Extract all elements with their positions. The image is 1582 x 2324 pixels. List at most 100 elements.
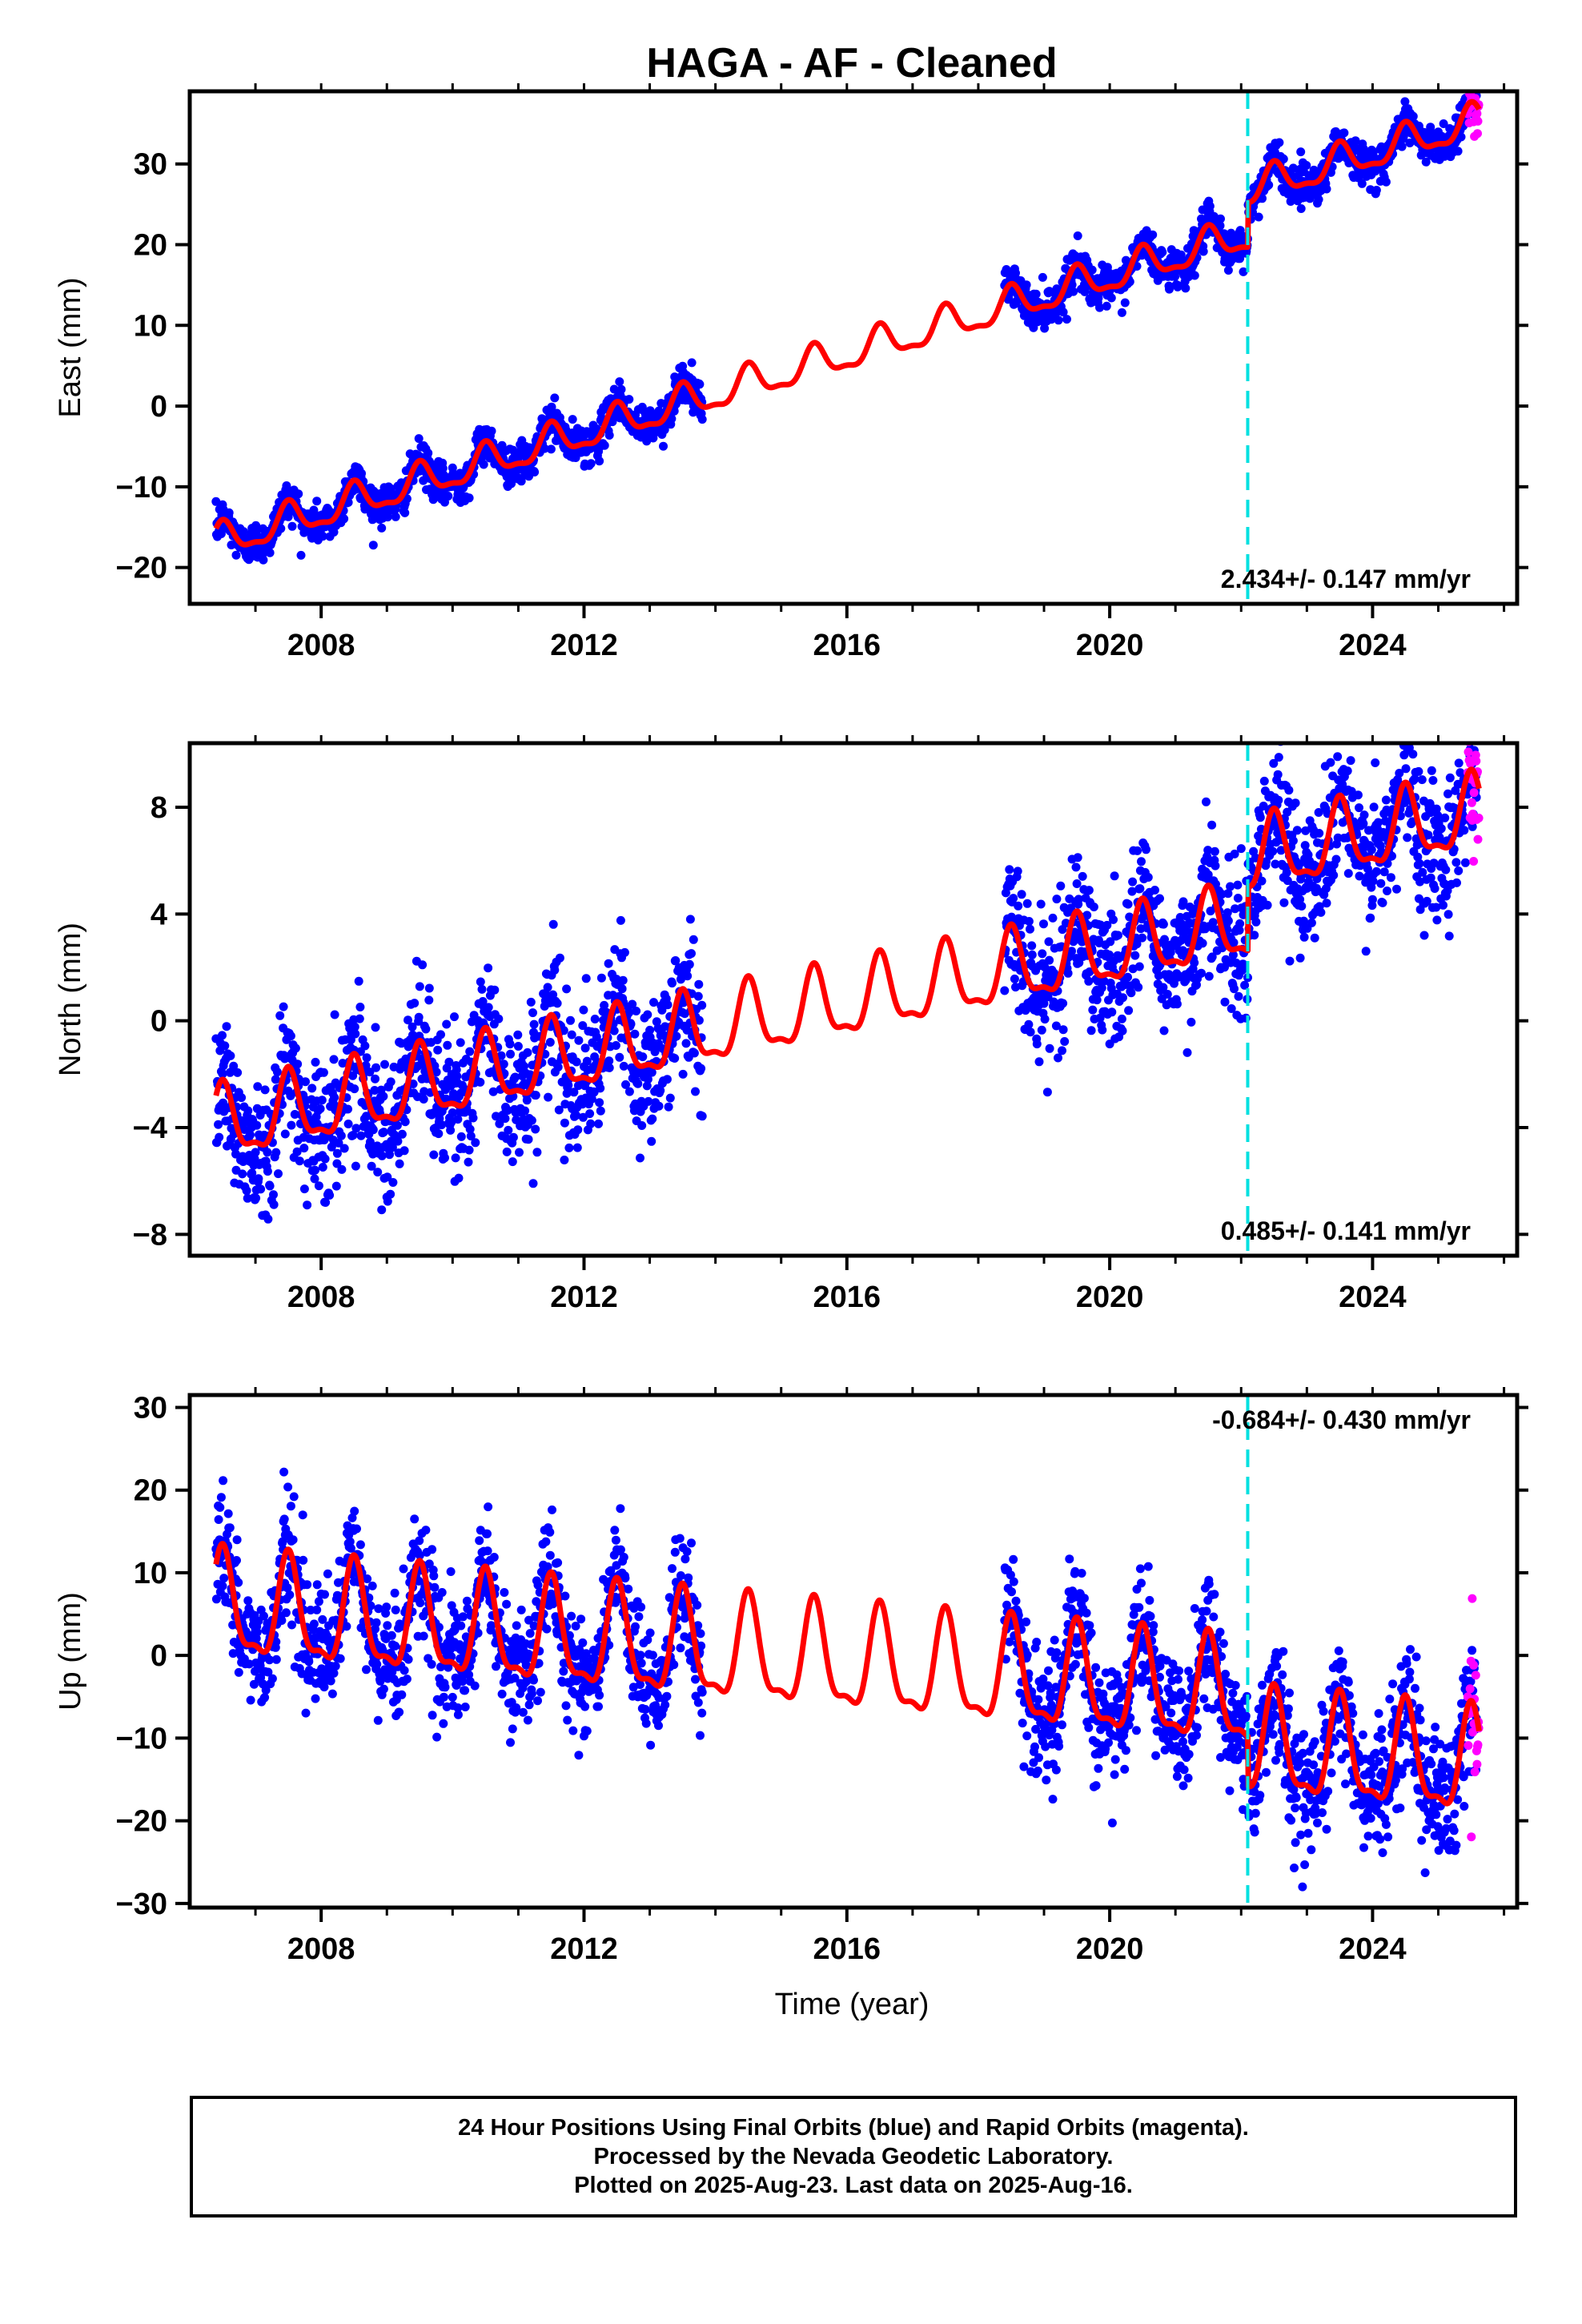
north-final-point (1158, 919, 1168, 929)
east-final-point (1351, 136, 1360, 146)
north-final-point (1142, 845, 1150, 854)
north-final-point (447, 1117, 456, 1127)
north-final-point (643, 1075, 652, 1084)
east-final-point (309, 505, 319, 515)
north-final-point (494, 1014, 504, 1023)
north-final-point (1316, 907, 1326, 917)
north-rapid-point (1472, 756, 1481, 766)
north-final-point (550, 965, 560, 975)
north-final-point (595, 1098, 604, 1108)
north-final-point (1088, 1005, 1098, 1015)
north-final-point (1439, 900, 1447, 910)
east-final-point (296, 550, 306, 560)
north-final-point (1231, 959, 1241, 967)
up-final-point (283, 1583, 292, 1593)
north-final-point (260, 1085, 270, 1095)
north-final-point (1162, 990, 1172, 999)
up-final-point (304, 1657, 314, 1667)
north-final-point (1126, 988, 1136, 998)
north-final-point (1048, 913, 1058, 923)
north-final-point (1058, 1025, 1068, 1035)
north-final-point (1175, 913, 1185, 922)
north-final-point (395, 1159, 404, 1168)
north-final-point (1343, 869, 1353, 879)
north-final-point (633, 1079, 643, 1088)
north-final-point (647, 1068, 656, 1077)
north-final-point (1067, 947, 1076, 956)
east-final-point (1397, 142, 1407, 151)
north-rapid-point (1467, 798, 1476, 807)
north-final-point (1299, 916, 1308, 926)
north-final-point (286, 1031, 295, 1041)
up-final-point (314, 1597, 323, 1606)
north-final-point (1022, 899, 1032, 908)
north-final-point (513, 1030, 523, 1039)
north-final-point (404, 1042, 413, 1051)
north-final-point (1333, 730, 1342, 739)
north-final-point (1045, 1043, 1054, 1053)
up-final-point (228, 1649, 238, 1659)
east-final-point (1205, 201, 1215, 211)
north-final-point (321, 1198, 331, 1207)
north-final-point (587, 1094, 596, 1104)
up-final-point (391, 1641, 400, 1651)
north-final-point (465, 1047, 475, 1056)
north-final-point (1259, 776, 1269, 786)
north-final-point (1268, 846, 1278, 856)
north-final-point (1418, 867, 1427, 877)
east-final-point (1223, 266, 1233, 275)
north-final-point (1379, 867, 1389, 877)
east-final-point (1062, 315, 1071, 324)
north-final-point (543, 983, 552, 992)
east-final-point (1087, 265, 1097, 275)
up-final-point (366, 1601, 375, 1610)
north-final-point (1403, 833, 1412, 842)
east-final-point (318, 532, 327, 541)
north-final-point (1203, 870, 1213, 879)
north-final-point (1285, 956, 1295, 966)
north-final-point (299, 1184, 309, 1194)
north-final-point (1315, 829, 1324, 838)
north-final-point (1220, 997, 1230, 1007)
north-final-point (528, 1179, 538, 1188)
north-x-tick-label: 2008 (287, 1281, 355, 1314)
east-final-point (1296, 147, 1306, 157)
east-final-point (1073, 231, 1082, 240)
north-final-point (499, 1059, 508, 1069)
north-final-point (1326, 758, 1335, 767)
north-final-point (468, 1113, 478, 1123)
north-final-point (1039, 919, 1048, 929)
north-final-point (1346, 756, 1355, 766)
north-final-point (1392, 884, 1401, 894)
north-final-point (523, 1047, 532, 1057)
north-final-point (529, 1019, 539, 1029)
north-final-point (380, 1059, 389, 1069)
north-final-point (339, 1144, 349, 1153)
north-final-point (670, 1054, 680, 1063)
up-final-point (383, 1621, 392, 1630)
north-final-point (1401, 764, 1411, 774)
north-final-point (254, 1174, 263, 1184)
north-final-point (408, 1022, 417, 1031)
east-final-point (1067, 280, 1077, 290)
north-final-point (379, 1092, 388, 1101)
east-final-point (1170, 271, 1180, 281)
up-final-point (390, 1588, 400, 1598)
east-final-point (1219, 229, 1229, 239)
east-x-tick-label: 2020 (1076, 629, 1144, 662)
north-final-point (1468, 822, 1477, 831)
north-final-point (649, 998, 658, 1007)
north-final-point (377, 1205, 387, 1215)
north-rate-annotation: 0.485+/- 0.141 mm/yr (1221, 1216, 1471, 1245)
north-final-point (263, 1214, 273, 1224)
north-final-point (464, 1157, 473, 1167)
east-final-point (586, 459, 596, 468)
north-final-point (656, 1086, 665, 1096)
north-final-point (1234, 991, 1243, 1001)
north-final-point (279, 1002, 288, 1011)
north-final-point (271, 1075, 280, 1084)
north-final-point (671, 956, 681, 965)
north-final-point (343, 1104, 352, 1114)
north-final-point (1343, 766, 1352, 776)
